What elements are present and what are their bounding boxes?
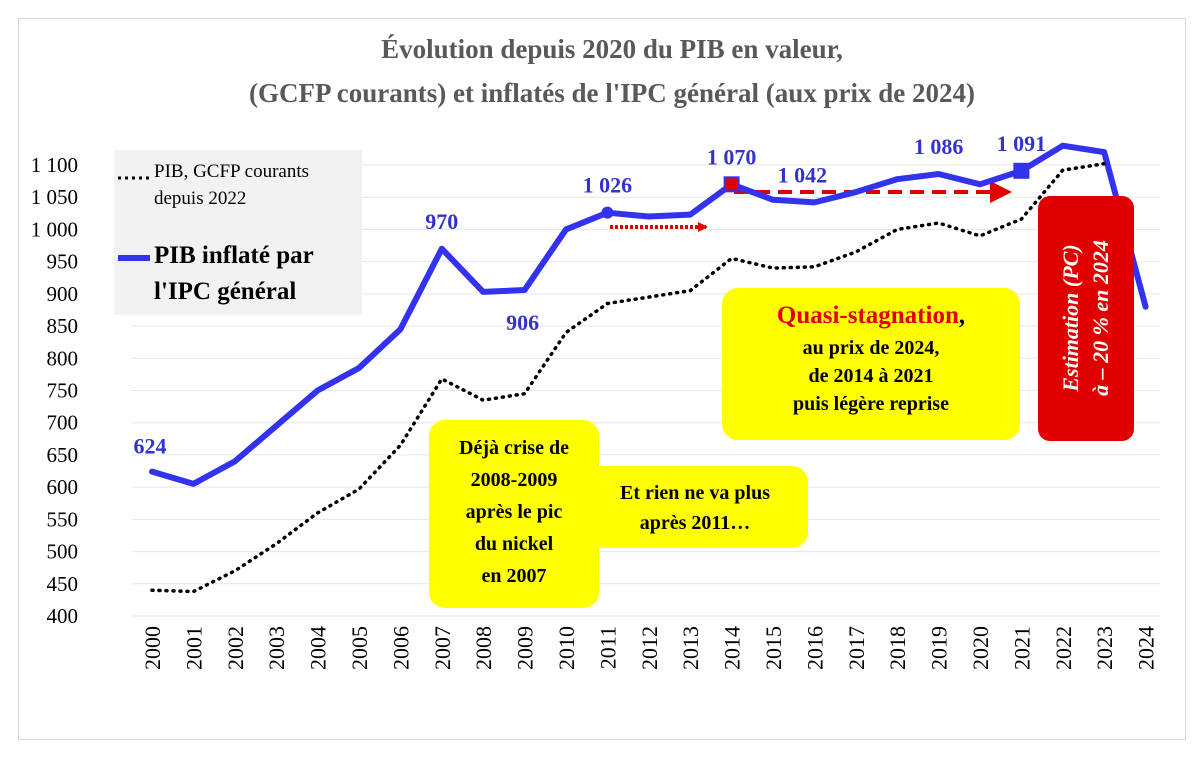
- x-tick-label: 2009: [513, 626, 538, 670]
- y-tick-label: 500: [47, 540, 79, 564]
- legend-solid-label: PIB inflaté par l'IPC général: [154, 238, 314, 310]
- data-point-marker: [1013, 162, 1030, 179]
- chart-title-line-2: (GCFP courants) et inflatés de l'IPC gén…: [249, 78, 975, 108]
- y-tick-label: 550: [47, 507, 79, 531]
- series-line-pib-courants: [150, 161, 1106, 594]
- stagnation-comma: ,: [958, 302, 966, 329]
- y-tick-label: 700: [47, 411, 79, 435]
- x-axis-ticks: 2000 2001 2002 2003 2004 2005 2006 2007 2008 2009…: [140, 626, 1159, 670]
- y-tick-label: 1 050: [31, 185, 78, 209]
- y-tick-label: 650: [47, 443, 79, 467]
- legend-dotted-label-line-2: depuis 2022: [154, 188, 247, 209]
- crisis-line-2: 2008-2009: [470, 469, 558, 491]
- after-2011-callout: Et rien ne va plus après 2011…: [582, 466, 808, 548]
- estimate-callout: [1038, 196, 1134, 441]
- data-point-marker: [601, 206, 614, 219]
- estimate-text: Estimation (PC) à – 20 % en 2024: [1056, 240, 1116, 396]
- data-label: 624: [134, 434, 167, 459]
- y-tick-label: 450: [47, 572, 79, 596]
- crisis-line-1: Déjà crise de: [459, 437, 569, 459]
- y-tick-label: 1 000: [31, 217, 78, 241]
- crisis-line-4: du nickel: [474, 533, 554, 555]
- legend: PIB, GCFP courants depuis 2022 PIB infla…: [114, 150, 362, 315]
- y-tick-label: 1 100: [31, 153, 78, 177]
- data-label: 970: [425, 209, 458, 234]
- x-tick-label: 2007: [430, 626, 455, 670]
- data-label: 1 026: [583, 173, 633, 198]
- x-tick-label: 2008: [471, 626, 496, 670]
- x-tick-label: 2001: [181, 626, 206, 670]
- y-tick-label: 750: [47, 379, 79, 403]
- y-tick-label: 600: [47, 475, 79, 499]
- x-tick-label: 2000: [140, 626, 165, 670]
- x-tick-label: 2020: [968, 626, 993, 670]
- series-line-pib-inflate: [149, 142, 1149, 487]
- x-tick-label: 2006: [388, 626, 413, 670]
- stagnation-line-3: puis légère reprise: [793, 393, 949, 415]
- x-tick-label: 2021: [1009, 626, 1034, 670]
- crisis-line-5: en 2007: [481, 565, 547, 587]
- after-2011-line-2: après 2011…: [639, 512, 751, 534]
- legend-dotted-label-line-1: PIB, GCFP courants: [154, 161, 310, 182]
- stagnation-line-2: de 2014 à 2021: [808, 365, 934, 387]
- x-tick-label: 2010: [554, 626, 579, 670]
- x-tick-label: 2018: [885, 626, 910, 670]
- data-point-marker: [723, 176, 740, 193]
- y-tick-label: 400: [47, 604, 79, 628]
- estimate-line-2: à – 20 % en 2024: [1088, 240, 1113, 396]
- stagnation-callout: Quasi-stagnation, au prix de 2024, de 20…: [722, 288, 1020, 440]
- data-label: 906: [506, 310, 539, 335]
- y-tick-label: 900: [47, 282, 79, 306]
- x-tick-label: 2002: [223, 626, 248, 670]
- y-tick-label: 850: [47, 314, 79, 338]
- x-tick-label: 2023: [1092, 626, 1117, 670]
- legend-solid-label-line-1: PIB inflaté par: [154, 242, 314, 269]
- estimate-line-1: Estimation (PC): [1058, 244, 1083, 392]
- x-tick-label: 2024: [1134, 626, 1159, 670]
- y-axis-ticks: 400 450 500 550 600 650 700 750 800 850 900 950 1 00…: [31, 153, 78, 628]
- x-tick-label: 2005: [347, 626, 372, 670]
- x-tick-label: 2019: [927, 626, 952, 670]
- after-2011-line-1: Et rien ne va plus: [619, 482, 771, 504]
- y-tick-label: 800: [47, 346, 79, 370]
- data-labels: 624 970 906 1 026 1 070 1 042 1 086 1 091: [134, 131, 1047, 459]
- x-tick-label: 2011: [595, 626, 620, 669]
- x-tick-label: 2015: [761, 626, 786, 670]
- crisis-line-3: après le pic: [465, 501, 563, 523]
- stagnation-highlight: Quasi-stagnation: [776, 302, 959, 329]
- x-tick-label: 2017: [844, 626, 869, 670]
- data-label: 1 042: [778, 162, 828, 187]
- data-label: 1 091: [997, 131, 1047, 156]
- legend-solid-label-line-2: l'IPC général: [154, 278, 297, 305]
- crisis-callout: Déjà crise de 2008-2009 après le pic du …: [429, 420, 599, 608]
- x-tick-label: 2003: [264, 626, 289, 670]
- legend-dotted-label: PIB, GCFP courants depuis 2022: [154, 158, 309, 212]
- x-tick-label: 2014: [720, 626, 745, 670]
- y-tick-label: 950: [47, 250, 79, 274]
- data-label: 1 070: [707, 144, 757, 169]
- stagnation-line-1: au prix de 2024,: [802, 337, 940, 359]
- series-lines: [149, 142, 1149, 594]
- x-tick-label: 2022: [1051, 626, 1076, 670]
- x-tick-label: 2016: [802, 626, 827, 670]
- data-label: 1 086: [914, 134, 964, 159]
- chart-title-line-1: Évolution depuis 2020 du PIB en valeur,: [381, 34, 843, 64]
- x-tick-label: 2004: [306, 626, 331, 670]
- x-tick-label: 2013: [678, 626, 703, 670]
- x-tick-label: 2012: [637, 626, 662, 670]
